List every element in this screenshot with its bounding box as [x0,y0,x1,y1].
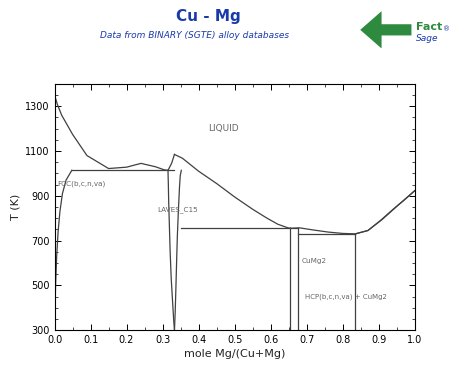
Text: CuMg2: CuMg2 [301,258,327,264]
Text: FCC(b,c,n,va): FCC(b,c,n,va) [57,180,106,187]
Text: ®: ® [443,26,450,32]
Text: LAVES_C15: LAVES_C15 [157,206,198,213]
Text: Data from BINARY (SGTE) alloy databases: Data from BINARY (SGTE) alloy databases [100,31,289,40]
Text: Fact: Fact [416,22,442,32]
Text: LIQUID: LIQUID [209,124,239,133]
Text: HCP(b,c,n,va) + CuMg2: HCP(b,c,n,va) + CuMg2 [305,293,387,300]
Y-axis label: T (K): T (K) [11,194,21,220]
Text: Cu - Mg: Cu - Mg [176,9,241,24]
Text: Sage: Sage [416,34,438,43]
Polygon shape [360,11,411,48]
X-axis label: mole Mg/(Cu+Mg): mole Mg/(Cu+Mg) [184,349,285,359]
